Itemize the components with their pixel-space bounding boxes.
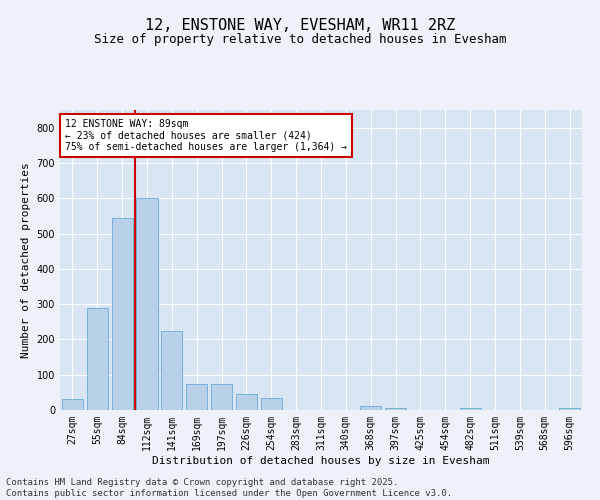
Text: 12 ENSTONE WAY: 89sqm
← 23% of detached houses are smaller (424)
75% of semi-det: 12 ENSTONE WAY: 89sqm ← 23% of detached … [65, 119, 347, 152]
Text: Size of property relative to detached houses in Evesham: Size of property relative to detached ho… [94, 32, 506, 46]
Bar [385, 408, 406, 410]
Bar [559, 408, 580, 410]
Bar [360, 406, 381, 410]
Bar [87, 308, 108, 410]
X-axis label: Distribution of detached houses by size in Evesham: Distribution of detached houses by size … [152, 456, 490, 466]
Bar [62, 400, 83, 410]
Bar [211, 384, 232, 410]
Bar [161, 330, 182, 410]
Bar [136, 198, 158, 410]
Bar [460, 408, 481, 410]
Text: Contains HM Land Registry data © Crown copyright and database right 2025.
Contai: Contains HM Land Registry data © Crown c… [6, 478, 452, 498]
Bar [236, 394, 257, 410]
Y-axis label: Number of detached properties: Number of detached properties [21, 162, 31, 358]
Bar [186, 384, 207, 410]
Bar [112, 218, 133, 410]
Bar [261, 398, 282, 410]
Text: 12, ENSTONE WAY, EVESHAM, WR11 2RZ: 12, ENSTONE WAY, EVESHAM, WR11 2RZ [145, 18, 455, 32]
